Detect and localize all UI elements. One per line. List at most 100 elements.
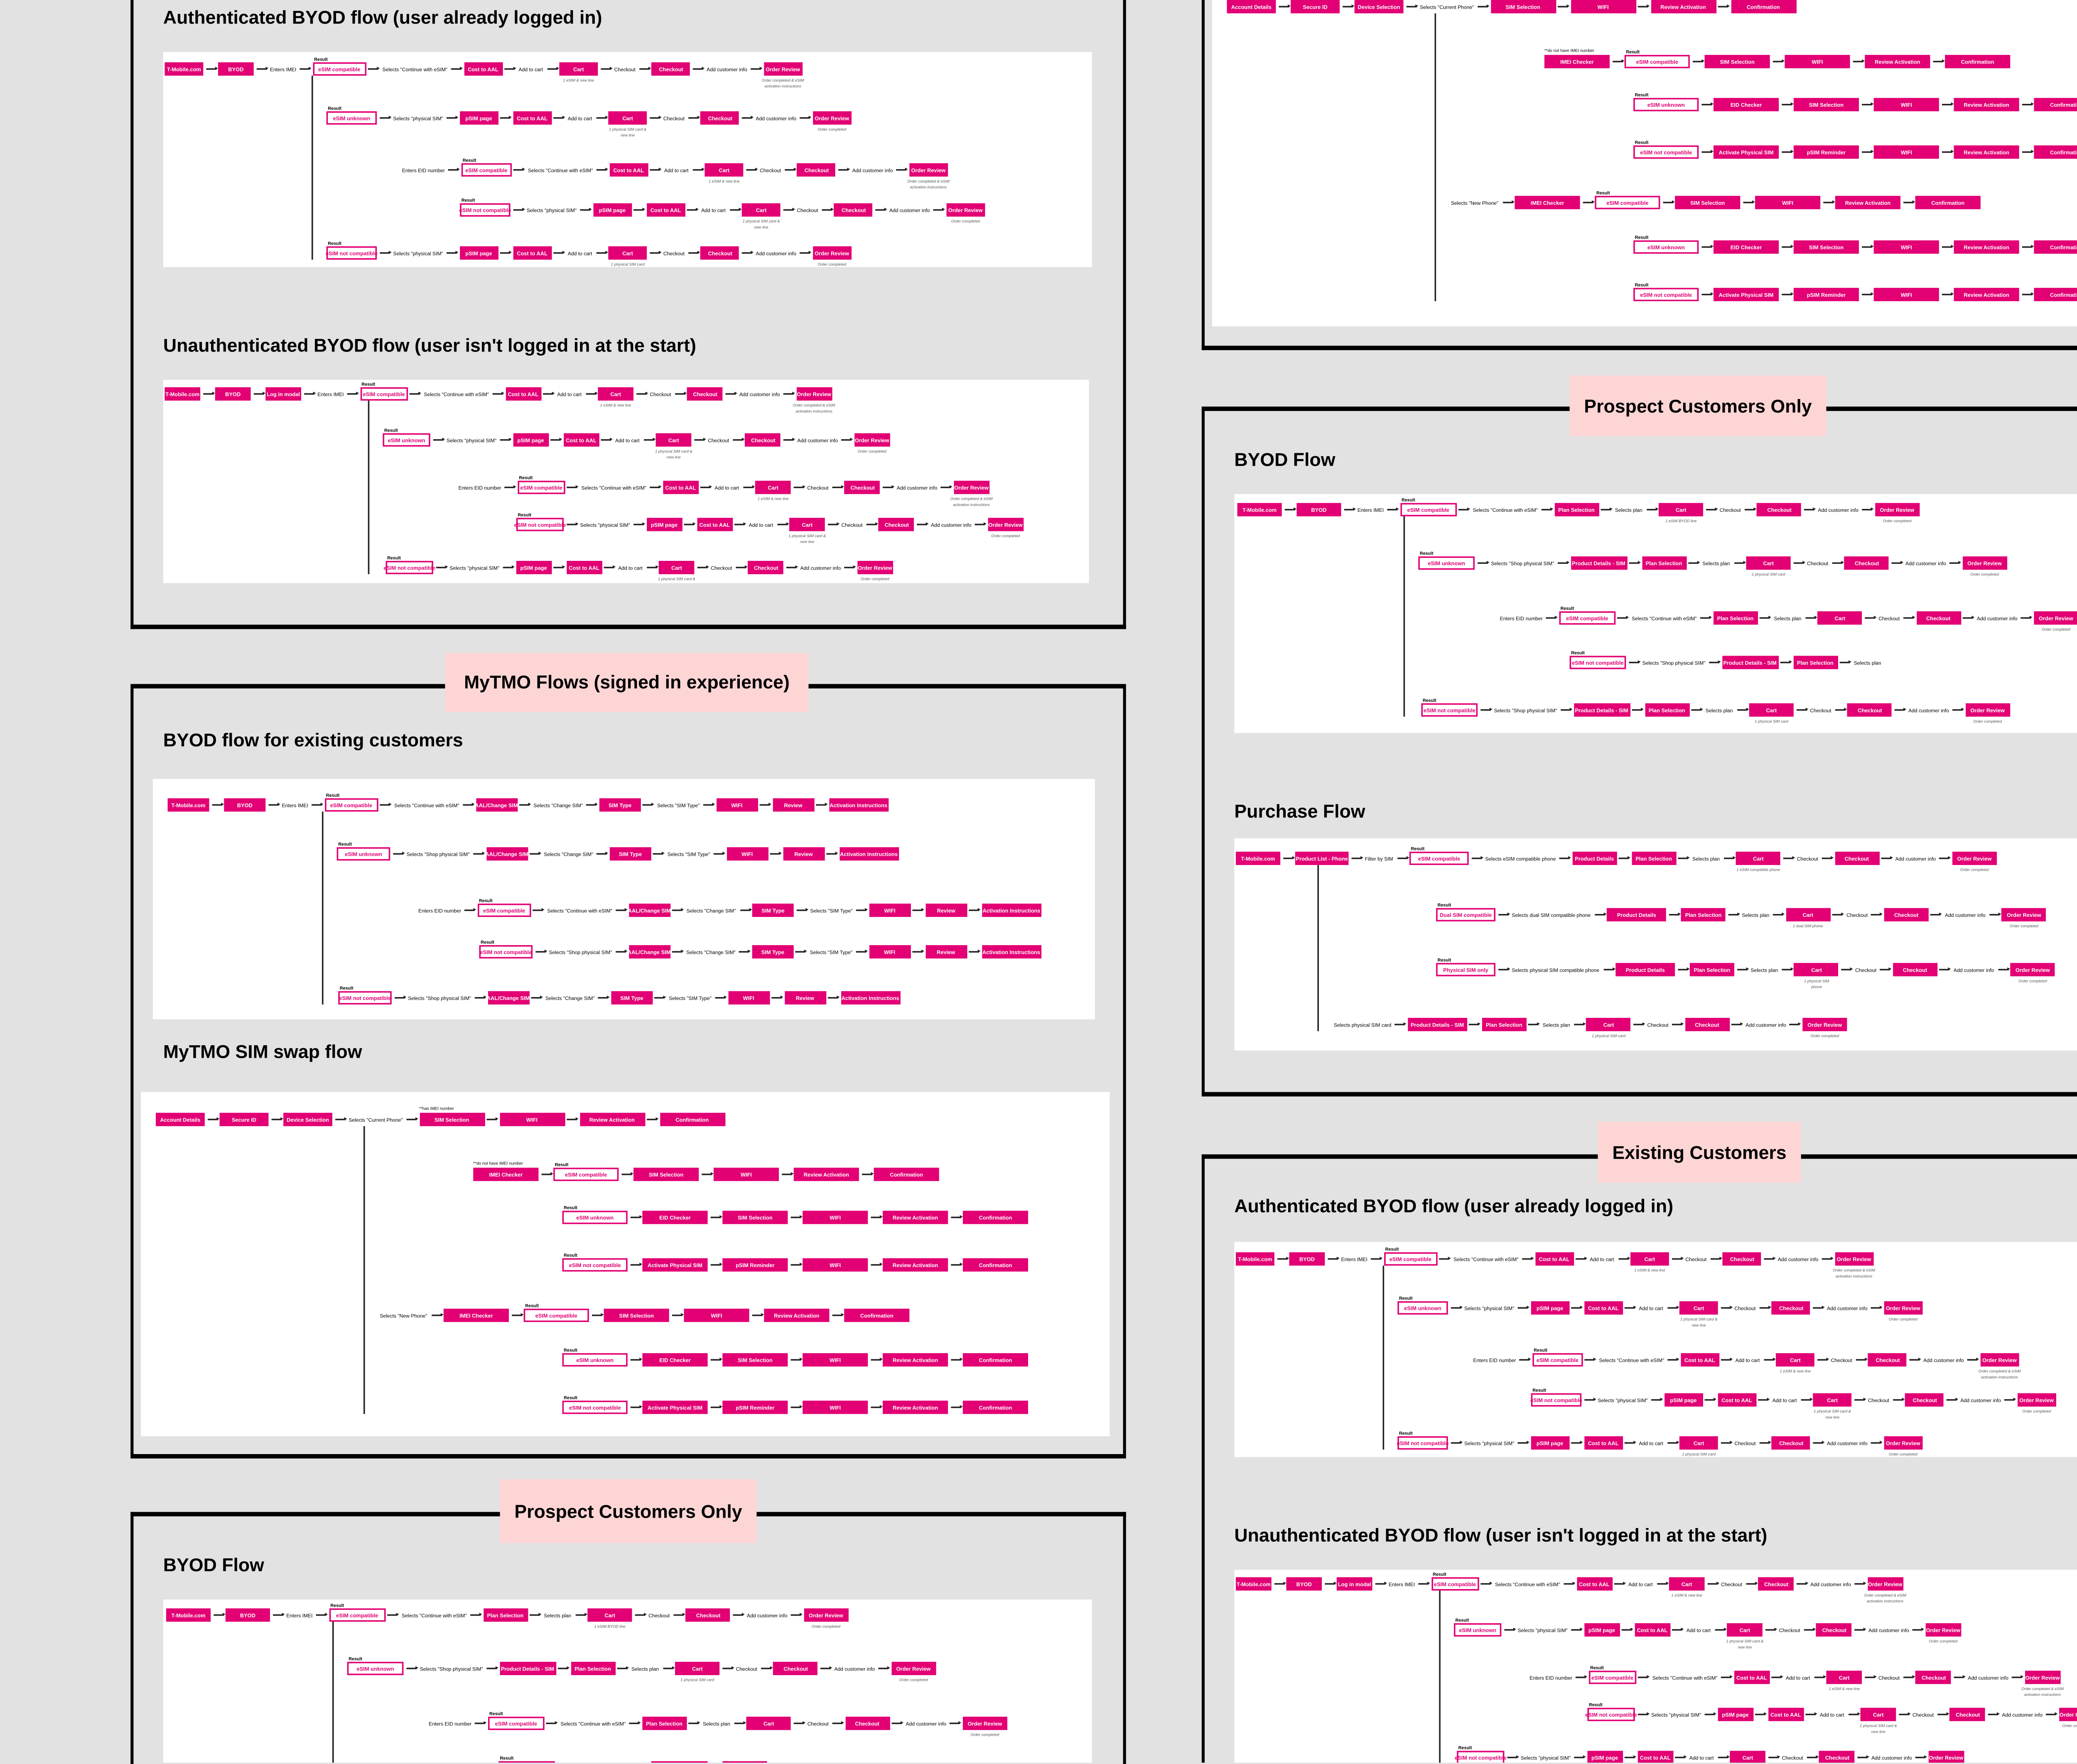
page-node-confirmation[interactable]: Confirmation [1915, 196, 1981, 209]
page-node-activation-instructions[interactable]: Activation Instructions [982, 903, 1041, 917]
page-node-order-review[interactable]: Order Review Order completed [803, 1608, 848, 1629]
page-node-checkout[interactable]: Checkout [1893, 963, 1937, 976]
page-node-review-activation[interactable]: Review Activation [882, 1211, 948, 1224]
result-node-esim-not-compatible[interactable]: eSIM not compatible Result [1455, 1745, 1507, 1763]
result-node-esim-unknown[interactable]: eSIM unknown Result [1397, 1295, 1448, 1315]
page-node-order-review[interactable]: Order Review Order completed [813, 111, 852, 131]
page-node-product-details-sim[interactable]: Product Details - SIM [651, 1761, 707, 1763]
page-node-review-activation[interactable]: Review Activation [1954, 145, 2019, 159]
result-node-esim-unknown[interactable]: eSIM unknown Result [1633, 234, 1699, 254]
page-node-order-review[interactable]: Order Review Order completed [1952, 851, 1997, 872]
result-node-esim-not-compatible[interactable]: eSIM not compatible Result [1530, 1387, 1582, 1407]
page-node-checkout[interactable]: Checkout [1684, 1017, 1729, 1032]
page-node-cart[interactable]: Cart [1817, 611, 1862, 625]
page-node-psim-page[interactable]: pSIM page [1664, 1393, 1703, 1407]
page-node-confirmation[interactable]: Confirmation [844, 1308, 910, 1322]
page-node-sim-selection[interactable]: SIM Selection [604, 1308, 669, 1322]
page-node-cart[interactable]: Cart 1 eSIM & new line [598, 387, 633, 407]
page-node-cart[interactable]: Cart 1 eSIM BYOD line [587, 1608, 632, 1629]
page-node-checkout[interactable]: Checkout [1868, 1353, 1907, 1367]
page-node-product-details[interactable]: Product Details [1607, 908, 1667, 921]
page-node-checkout[interactable]: Checkout [1844, 556, 1889, 570]
page-node-product-details-sim[interactable]: Product Details - SIM [1570, 556, 1627, 570]
result-node-esim-compatible[interactable]: eSIM compatible Result [517, 475, 565, 494]
result-node-esim-compatible[interactable]: eSIM compatible Result [1532, 1347, 1583, 1367]
page-node-checkout[interactable]: Checkout [1884, 908, 1929, 921]
page-node-wifi[interactable]: WIFI [1785, 55, 1850, 69]
page-node-sim-type[interactable]: SIM Type [752, 945, 794, 959]
page-node-wifi[interactable]: WIFI [1570, 0, 1636, 14]
page-node-activation-instructions[interactable]: Activation Instructions [840, 991, 900, 1005]
page-node-psim-reminder[interactable]: pSIM Reminder [1793, 145, 1859, 159]
result-node-esim-not-compatible[interactable]: eSIM not compatible Result [459, 197, 511, 217]
page-node-sim-selection[interactable]: SIM Selection [1675, 196, 1741, 209]
page-node-log-in-modal[interactable]: Log in modal [1336, 1577, 1372, 1591]
page-node-confirmation[interactable]: Confirmation [2034, 98, 2077, 111]
diagram-panel[interactable]: T-Mobile.com BYOD Enters IMEI eSIM compatib… [152, 779, 1095, 1020]
result-node-esim-not-compatible[interactable]: eSIM not compatible Result [562, 1252, 628, 1272]
page-node-cart[interactable]: Cart 1 dual SIM phone [1785, 908, 1830, 928]
result-node-esim-unknown[interactable]: eSIM unknown Result [336, 841, 390, 861]
diagram-panel[interactable]: T-Mobile.com BYOD Enters IMEI eSIM compatib… [1234, 494, 2077, 733]
page-node-activation-instructions[interactable]: Activation Instructions [839, 847, 899, 861]
page-node-t-mobile-com[interactable]: T-Mobile.com [167, 798, 209, 812]
page-node-cart[interactable]: Cart 1 physical SIM card [1749, 703, 1794, 723]
page-node-wifi[interactable]: WIFI [869, 945, 911, 959]
page-node-aal-change-sim[interactable]: AAL/Change SIM [485, 847, 528, 861]
result-node-esim-compatible[interactable]: eSIM compatible Result [1384, 1246, 1437, 1266]
diagram-panel[interactable]: T-Mobile.com BYOD Enters IMEI eSIM compatib… [163, 1599, 1092, 1763]
page-node-cart[interactable]: Cart 1 eSIM BYOD line [1659, 503, 1704, 523]
page-node-checkout[interactable]: Checkout [1950, 1707, 1986, 1721]
page-node-wifi[interactable]: WIFI [803, 1400, 868, 1414]
result-node-dual-sim-compatible[interactable]: Dual SIM compatible Result [1436, 902, 1495, 921]
page-node-review-activation[interactable]: Review Activation [579, 1113, 645, 1126]
page-node-confirmation[interactable]: Confirmation [962, 1258, 1028, 1272]
result-node-esim-compatible[interactable]: eSIM compatible Result [1409, 846, 1469, 865]
page-node-wifi[interactable]: WIFI [684, 1308, 749, 1322]
page-node-wifi[interactable]: WIFI [716, 798, 758, 812]
result-node-esim-not-compatible[interactable]: eSIM not compatible Result [1397, 1430, 1448, 1450]
page-node-cart[interactable]: Cart 1 eSIM & new line [1776, 1353, 1815, 1373]
page-node-sim-selection[interactable]: SIM Selection**has IMEI number [1490, 0, 1556, 14]
page-node-sim-type[interactable]: SIM Type [599, 798, 641, 812]
page-node-cart[interactable]: Cart 1 physical SIM card &new line [655, 433, 692, 459]
page-node-cart[interactable]: Cart 1 physical SIM card &new line [1813, 1393, 1852, 1419]
page-node-checkout[interactable]: Checkout [834, 203, 873, 217]
page-node-order-review[interactable]: Order Review Order completed [813, 246, 852, 266]
result-node-esim-compatible[interactable]: eSIM compatible Result [360, 381, 408, 401]
diagram-panel[interactable]: T-Mobile.com BYOD Log in modal Enters IMEI e… [1234, 1570, 2077, 1763]
result-node-esim-compatible[interactable]: eSIM compatible Result [1559, 605, 1615, 625]
page-node-wifi[interactable]: WIFI [803, 1211, 868, 1224]
result-node-esim-not-compatible[interactable]: eSIM not compatible Result [479, 939, 533, 959]
page-node-activate-physical-sim[interactable]: Activate Physical SIM [1713, 145, 1779, 159]
page-node-log-in-modal[interactable]: Log in modal [265, 387, 301, 401]
page-node-order-review[interactable]: Order Review Order completed & eSIM activa… [1864, 1577, 1906, 1603]
result-node-esim-not-compatible[interactable]: eSIM not compatible Result [1421, 698, 1478, 717]
page-node-aal-change-sim[interactable]: AAL/Change SIM [475, 798, 518, 812]
result-node-esim-not-compatible[interactable]: eSIM not compatible Result [1633, 282, 1699, 301]
diagram-panel[interactable]: T-Mobile.com BYOD Log in modal Enters IMEI e… [163, 380, 1089, 583]
page-node-wifi[interactable]: WIFI [713, 1167, 779, 1181]
page-node-sim-selection[interactable]: SIM Selection [722, 1211, 788, 1224]
page-node-cost-to-aal[interactable]: Cost to AAL [566, 560, 602, 575]
page-node-byod[interactable]: BYOD [1286, 1577, 1322, 1591]
page-node-cart[interactable]: Cart 1 physical SIM card [608, 246, 647, 266]
page-node-psim-page[interactable]: pSIM page [459, 111, 498, 125]
page-node-order-review[interactable]: Order Review Order completed & eSIM activa… [1978, 1353, 2021, 1379]
result-node-esim-not-compatible[interactable]: eSIM not compatible Result [1569, 650, 1626, 669]
page-node-order-review[interactable]: Order Review Order completed [1802, 1017, 1847, 1038]
page-node-activate-physical-sim[interactable]: Activate Physical SIM [1713, 287, 1779, 301]
page-node-review-activation[interactable]: Review Activation [882, 1353, 948, 1367]
page-node-order-review[interactable]: Order Review Order completed [1883, 1436, 1922, 1456]
diagram-panel[interactable]: T-Mobile.com BYOD Enters IMEI eSIM compatib… [163, 52, 1092, 267]
page-node-product-details[interactable]: Product Details [1615, 963, 1675, 976]
page-node-order-review[interactable]: Order Review Order completed [1962, 556, 2007, 576]
page-node-psim-page[interactable]: pSIM page [459, 246, 498, 260]
page-node-cart[interactable]: Cart [746, 1717, 791, 1730]
page-node-plan-selection[interactable]: Plan Selection [722, 1761, 766, 1763]
page-node-eid-checker[interactable]: EID Checker [642, 1211, 708, 1224]
page-node-product-details-sim[interactable]: Product Details - SIM [1407, 1017, 1467, 1032]
page-node-product-details-sim[interactable]: Product Details - SIM [1721, 656, 1778, 669]
page-node-activation-instructions[interactable]: Activation Instructions [981, 945, 1041, 959]
page-node-wifi[interactable]: WIFI [1873, 240, 1939, 254]
